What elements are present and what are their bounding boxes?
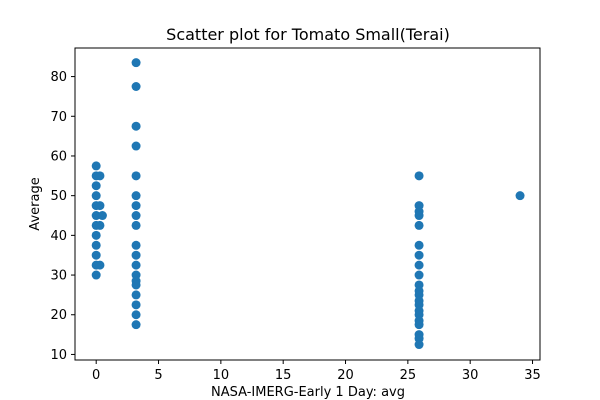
- y-tick-label: 60: [50, 149, 67, 164]
- scatter-point: [95, 260, 105, 270]
- scatter-point: [131, 280, 141, 290]
- scatter-point: [91, 211, 101, 221]
- scatter-point: [131, 250, 141, 260]
- x-axis: 0 5 10 15 20 25 30 35: [92, 360, 541, 383]
- scatter-point: [414, 260, 424, 270]
- x-tick-label: 25: [400, 368, 417, 383]
- scatter-point: [91, 191, 101, 201]
- x-tick-label: 10: [213, 368, 230, 383]
- scatter-point: [414, 320, 424, 330]
- scatter-point: [414, 240, 424, 250]
- scatter-point: [95, 220, 105, 230]
- x-tick-label: 0: [92, 368, 100, 383]
- scatter-point: [414, 340, 424, 350]
- scatter-point: [91, 230, 101, 240]
- scatter-point: [131, 290, 141, 300]
- data-points: [91, 58, 525, 350]
- scatter-point: [131, 191, 141, 201]
- scatter-point: [91, 240, 101, 250]
- scatter-point: [91, 161, 101, 171]
- scatter-point: [131, 171, 141, 181]
- x-tick-label: 5: [154, 368, 162, 383]
- y-tick-label: 20: [50, 308, 67, 323]
- scatter-point: [95, 201, 105, 211]
- plot-area: [74, 47, 541, 361]
- scatter-point: [131, 220, 141, 230]
- y-axis-label: Average: [28, 177, 43, 230]
- y-tick-label: 40: [50, 229, 67, 244]
- scatter-point: [131, 201, 141, 211]
- scatter-point: [131, 82, 141, 92]
- x-tick-label: 15: [275, 368, 292, 383]
- chart-title: Scatter plot for Tomato Small(Terai): [166, 25, 450, 44]
- scatter-point: [131, 310, 141, 320]
- scatter-point: [515, 191, 525, 201]
- scatter-point: [131, 211, 141, 221]
- scatter-point: [131, 58, 141, 68]
- x-axis-label: NASA-IMERG-Early 1 Day: avg: [211, 385, 405, 400]
- scatter-point: [131, 240, 141, 250]
- y-axis: 10 20 30 40 50 60 70 80: [50, 70, 75, 363]
- scatter-point: [414, 211, 424, 221]
- plot-frame: [74, 47, 541, 361]
- scatter-point: [97, 211, 107, 221]
- scatter-point: [95, 171, 105, 181]
- y-tick-label: 50: [50, 189, 67, 204]
- scatter-point: [414, 270, 424, 280]
- x-tick-label: 30: [462, 368, 479, 383]
- scatter-point: [131, 141, 141, 151]
- scatter-point: [414, 250, 424, 260]
- y-tick-label: 80: [50, 70, 67, 85]
- scatter-point: [131, 320, 141, 330]
- scatter-point: [131, 300, 141, 310]
- scatter-point: [91, 250, 101, 260]
- scatter-point: [414, 171, 424, 181]
- y-tick-label: 70: [50, 110, 67, 125]
- scatter-point: [91, 181, 101, 191]
- y-tick-label: 30: [50, 269, 67, 284]
- y-tick-label: 10: [50, 348, 67, 363]
- scatter-point: [131, 121, 141, 131]
- x-tick-label: 20: [337, 368, 354, 383]
- scatter-point: [91, 270, 101, 280]
- scatter-point: [414, 220, 424, 230]
- x-tick-label: 35: [524, 368, 541, 383]
- scatter-point: [131, 260, 141, 270]
